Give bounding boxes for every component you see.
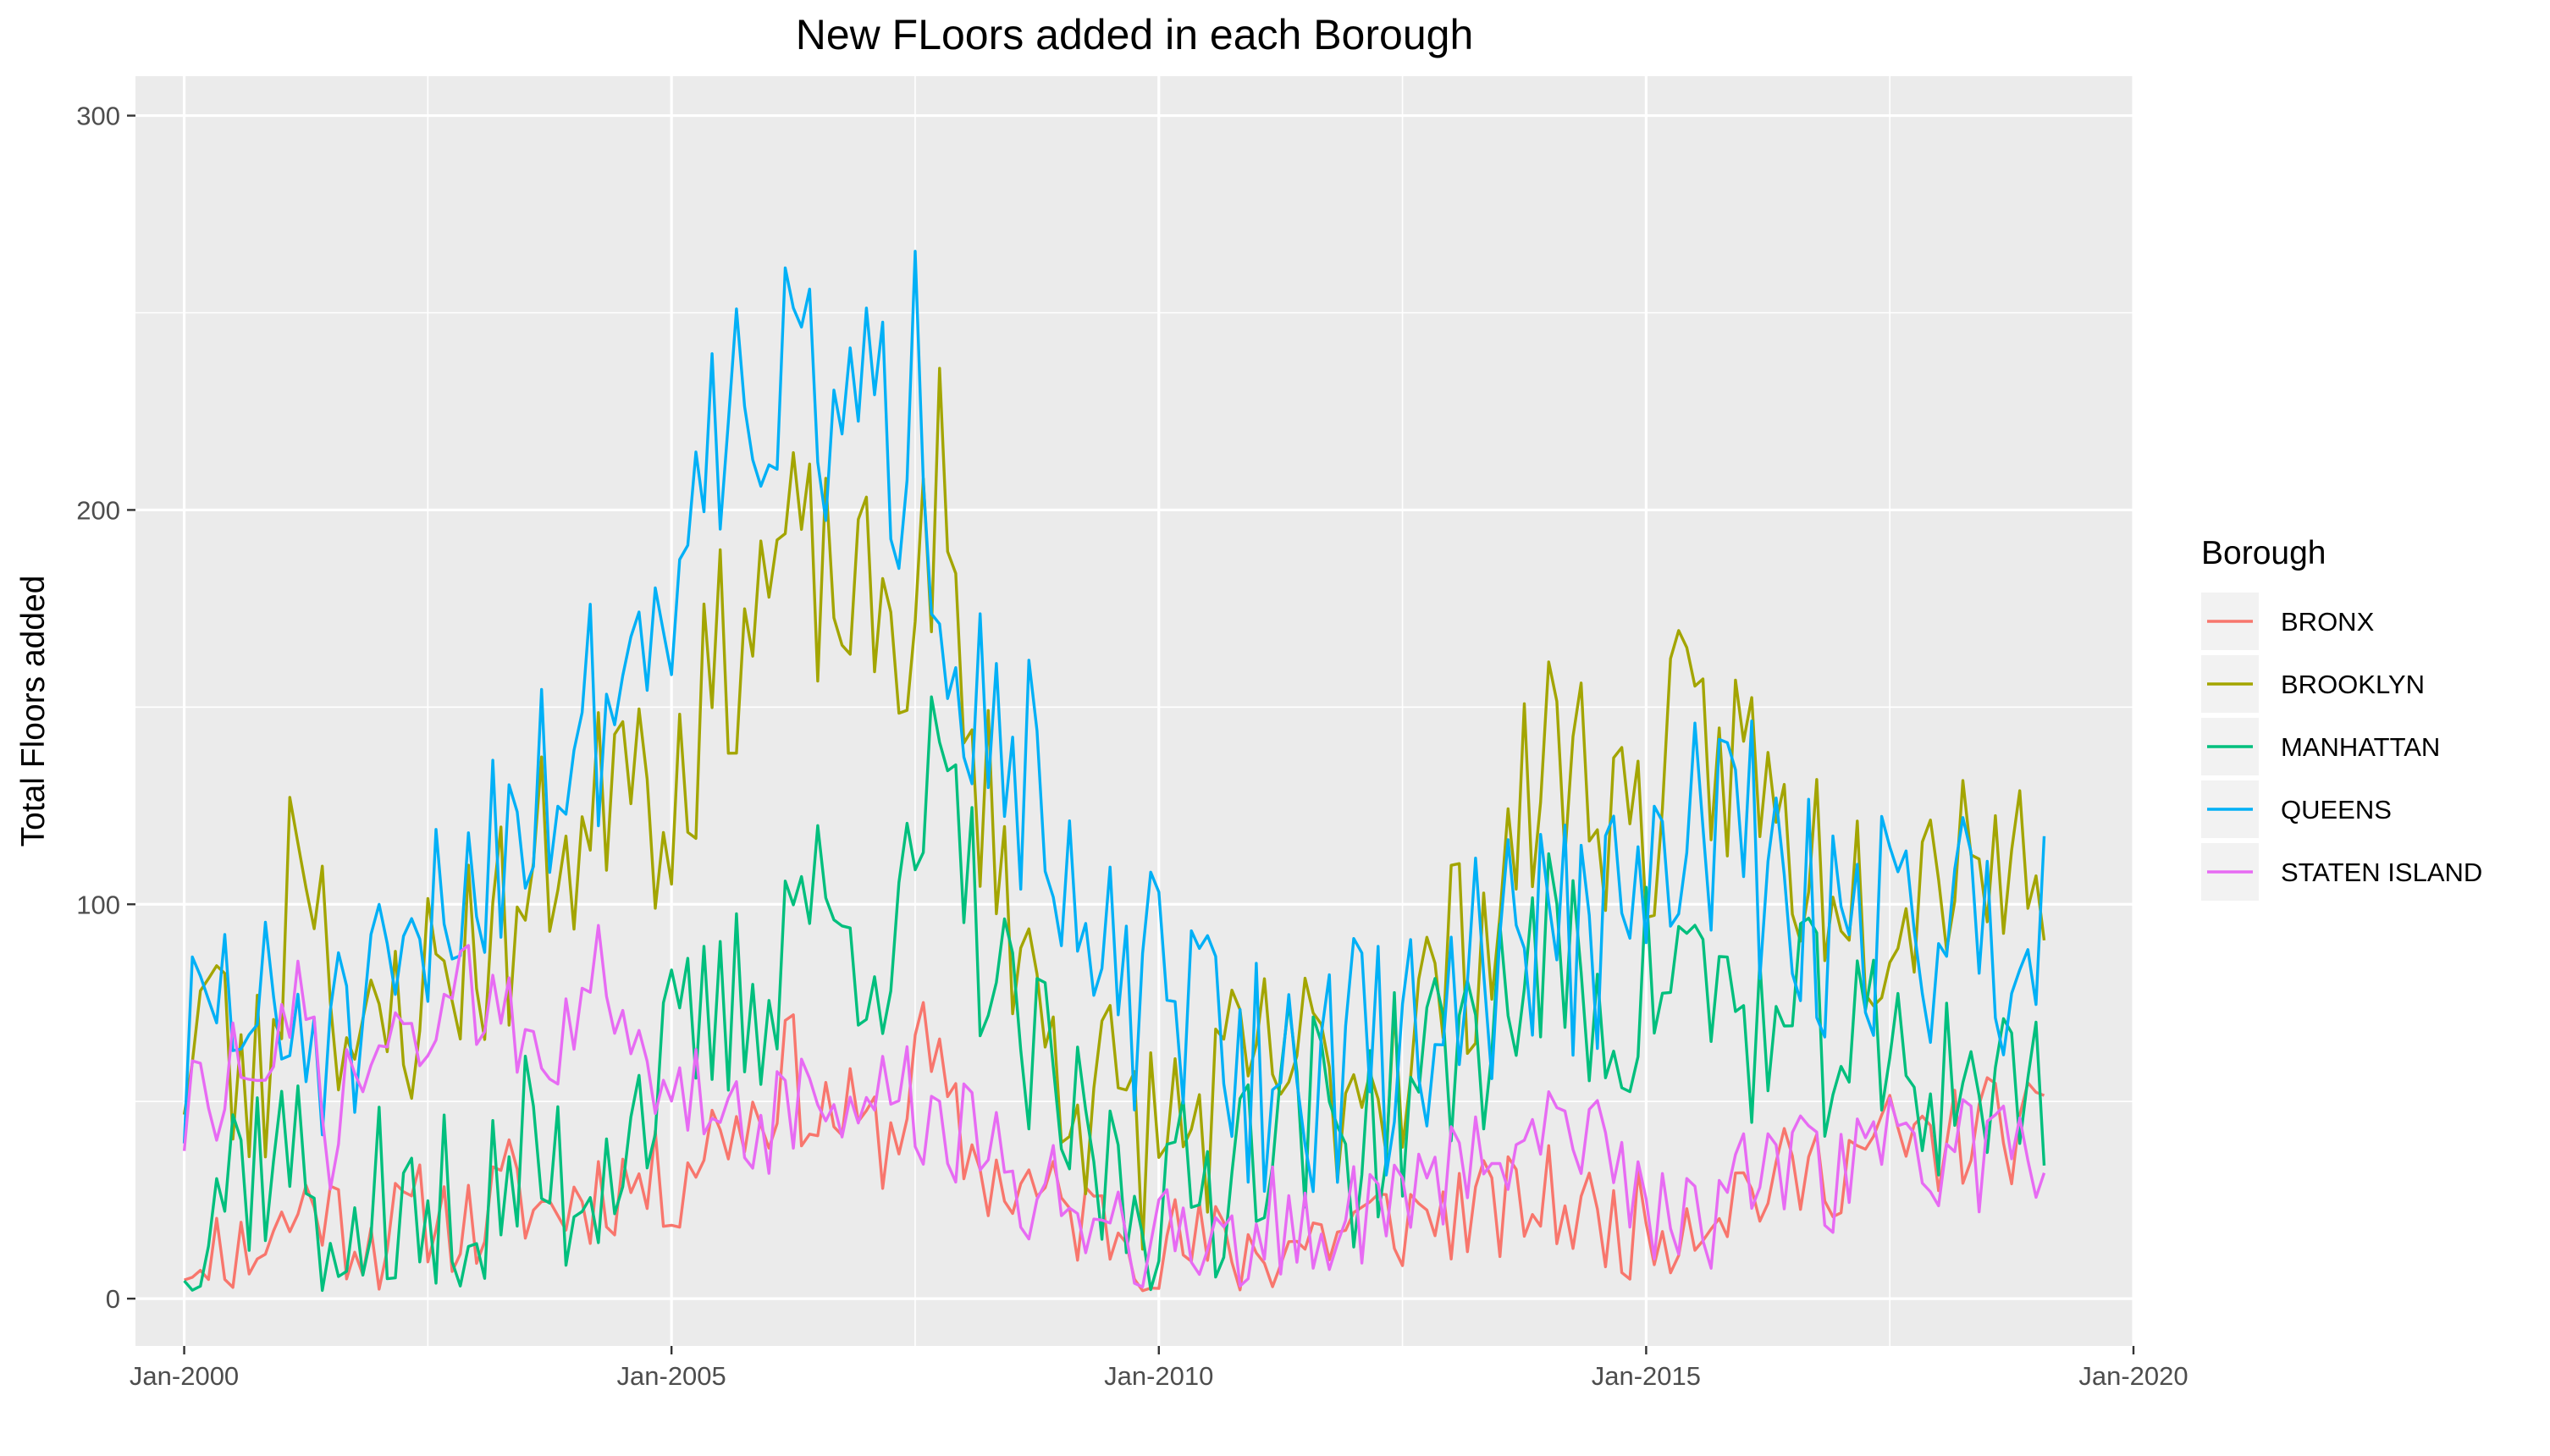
legend-item-bronx: BRONX: [2201, 593, 2375, 650]
legend-label: STATEN ISLAND: [2281, 858, 2482, 887]
series-line-queens: [182, 250, 2046, 1194]
minor-gridlines: [135, 76, 2133, 1346]
legend-title: Borough: [2201, 535, 2326, 571]
plot-panel: [135, 76, 2133, 1346]
legend-label: QUEENS: [2281, 795, 2392, 825]
y-tick-label: 300: [76, 102, 120, 131]
x-tick-label: Jan-2015: [1592, 1361, 1701, 1391]
x-tick-label: Jan-2005: [617, 1361, 726, 1391]
series-lines: [182, 250, 2046, 1293]
x-axis-ticks: Jan-2000 Jan-2005 Jan-2010 Jan-2015 Jan-2020: [130, 1346, 2188, 1391]
y-axis-ticks: 0 100 200 300: [76, 102, 135, 1314]
chart-title: New FLoors added in each Borough: [796, 11, 1474, 58]
x-tick-label: Jan-2010: [1104, 1361, 1213, 1391]
legend-label: MANHATTAN: [2281, 732, 2440, 762]
major-gridlines: [135, 76, 2135, 1346]
y-axis-title: Total Floors added: [15, 576, 52, 847]
series-line-manhattan: [183, 695, 2046, 1293]
legend-label: BROOKLYN: [2281, 670, 2425, 699]
y-tick-label: 0: [106, 1284, 120, 1314]
legend: Borough BRONX BROOKLYN MANHATTAN QUEENS STAT…: [2201, 535, 2482, 901]
legend-item-brooklyn: BROOKLYN: [2201, 655, 2425, 713]
legend-label: BRONX: [2281, 607, 2375, 637]
y-tick-label: 200: [76, 495, 120, 525]
series-line-bronx: [184, 1001, 2045, 1293]
legend-item-queens: QUEENS: [2201, 780, 2392, 838]
legend-item-staten-island: STATEN ISLAND: [2201, 843, 2482, 901]
x-tick-label: Jan-2000: [130, 1361, 239, 1391]
series-line-brooklyn: [182, 367, 2046, 1251]
y-tick-label: 100: [76, 890, 120, 919]
x-tick-label: Jan-2020: [2078, 1361, 2188, 1391]
series-line-staten-island: [182, 924, 2046, 1289]
legend-item-manhattan: MANHATTAN: [2201, 718, 2440, 775]
